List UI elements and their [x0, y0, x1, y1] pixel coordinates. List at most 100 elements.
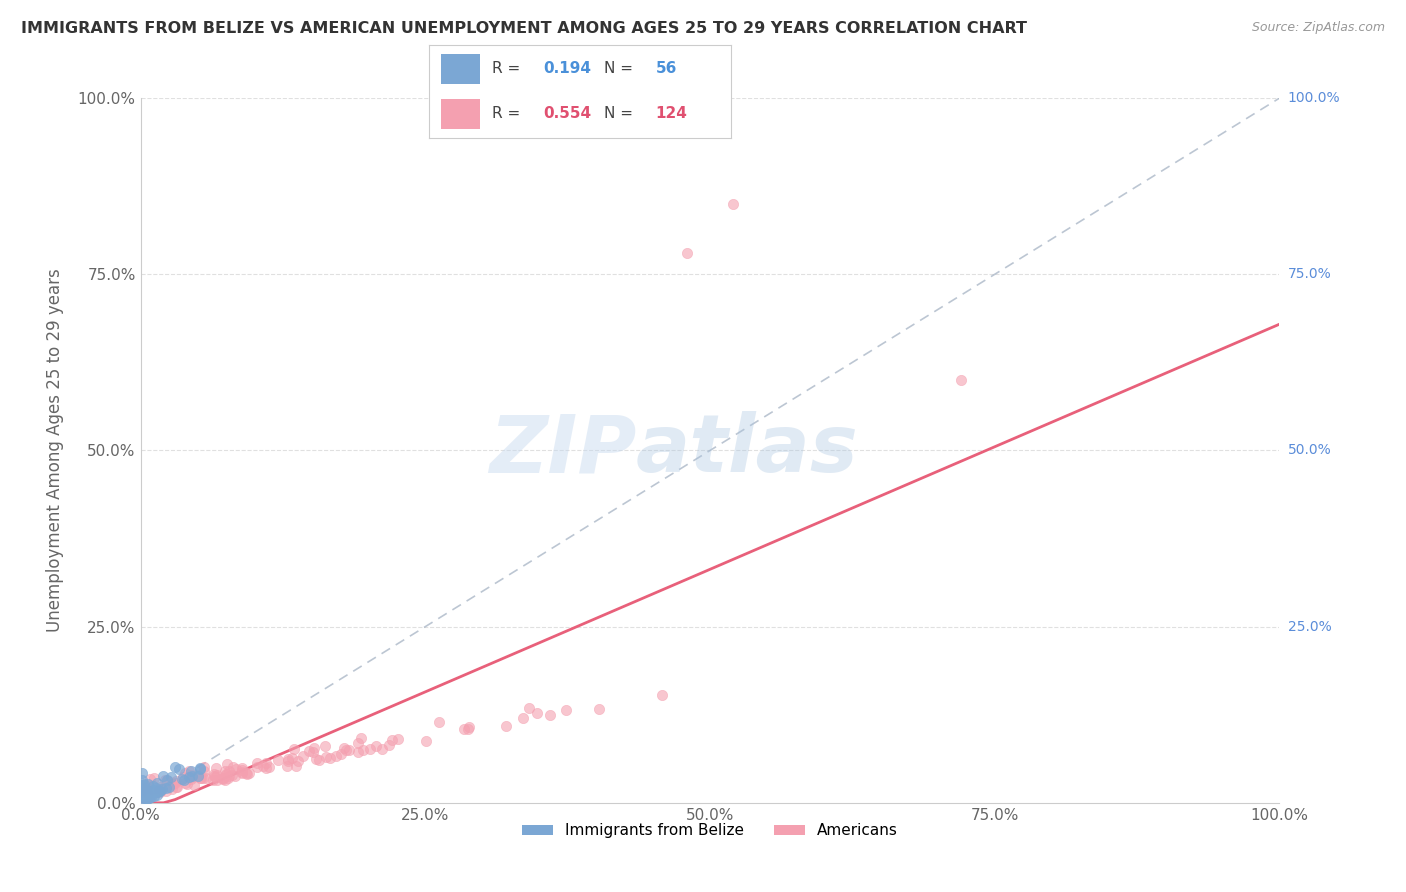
Americans — [495, 719, 517, 733]
Immigrants from Belize — [134, 790, 156, 805]
Immigrants from Belize — [143, 789, 166, 803]
Americans — [132, 781, 155, 796]
Immigrants from Belize — [157, 780, 180, 794]
Americans — [190, 771, 212, 785]
Americans — [166, 780, 188, 795]
Americans — [202, 769, 225, 783]
Americans — [238, 765, 260, 780]
Americans — [721, 197, 744, 211]
Americans — [257, 759, 280, 773]
Americans — [139, 772, 162, 787]
Americans — [359, 741, 381, 756]
Americans — [149, 785, 172, 799]
Americans — [231, 765, 253, 780]
Immigrants from Belize — [180, 764, 202, 778]
Americans — [949, 373, 972, 387]
Text: N =: N = — [605, 62, 633, 77]
Immigrants from Belize — [138, 777, 160, 791]
Immigrants from Belize — [173, 773, 195, 788]
Americans — [280, 751, 302, 765]
Americans — [517, 700, 540, 714]
Americans — [347, 746, 370, 760]
Americans — [231, 765, 253, 780]
Text: N =: N = — [605, 106, 633, 121]
Americans — [193, 764, 215, 778]
Americans — [218, 764, 240, 778]
Bar — [441, 54, 481, 84]
Immigrants from Belize — [145, 785, 167, 799]
Immigrants from Belize — [131, 765, 153, 780]
Americans — [215, 757, 238, 772]
Americans — [205, 768, 228, 782]
Americans — [285, 759, 308, 773]
Americans — [246, 760, 269, 774]
Americans — [188, 771, 211, 785]
Americans — [183, 778, 205, 792]
Immigrants from Belize — [142, 784, 165, 798]
Americans — [149, 782, 172, 797]
Americans — [173, 776, 195, 790]
Immigrants from Belize — [145, 788, 167, 802]
Americans — [222, 760, 245, 774]
Immigrants from Belize — [132, 789, 155, 804]
Immigrants from Belize — [139, 787, 162, 801]
Americans — [217, 771, 239, 785]
Americans — [315, 749, 337, 764]
Americans — [427, 715, 450, 730]
Americans — [180, 768, 202, 782]
Immigrants from Belize — [132, 782, 155, 797]
Americans — [162, 777, 184, 791]
Immigrants from Belize — [142, 779, 165, 793]
Americans — [180, 772, 202, 787]
Americans — [333, 740, 356, 755]
Immigrants from Belize — [149, 784, 172, 798]
Immigrants from Belize — [152, 769, 174, 783]
Americans — [131, 784, 153, 798]
Americans — [149, 780, 172, 795]
Americans — [231, 764, 253, 778]
Immigrants from Belize — [163, 760, 186, 774]
Americans — [387, 732, 409, 747]
Americans — [329, 747, 352, 761]
Americans — [150, 781, 173, 796]
Immigrants from Belize — [142, 783, 165, 797]
Americans — [350, 731, 373, 745]
Americans — [347, 735, 370, 749]
Americans — [214, 764, 236, 778]
Americans — [325, 749, 347, 764]
Text: 124: 124 — [655, 106, 688, 121]
Americans — [370, 741, 392, 756]
Americans — [305, 752, 328, 766]
Immigrants from Belize — [141, 785, 163, 799]
Americans — [651, 688, 673, 702]
Americans — [235, 766, 257, 780]
Americans — [155, 772, 177, 787]
Immigrants from Belize — [131, 778, 153, 792]
Text: 25.0%: 25.0% — [1288, 620, 1331, 633]
Text: Source: ZipAtlas.com: Source: ZipAtlas.com — [1251, 21, 1385, 34]
Americans — [378, 738, 401, 752]
Americans — [202, 773, 225, 788]
Americans — [302, 740, 325, 755]
Americans — [276, 758, 298, 772]
Americans — [165, 773, 187, 788]
Immigrants from Belize — [188, 761, 211, 775]
Americans — [155, 783, 177, 797]
Immigrants from Belize — [170, 772, 193, 786]
Americans — [205, 772, 228, 787]
Text: atlas: atlas — [636, 411, 859, 490]
Americans — [202, 767, 225, 781]
Immigrants from Belize — [135, 789, 157, 804]
Text: 0.194: 0.194 — [544, 62, 592, 77]
Americans — [319, 751, 342, 765]
Americans — [148, 783, 170, 797]
Americans — [195, 771, 218, 785]
Americans — [139, 784, 162, 798]
Immigrants from Belize — [138, 790, 160, 805]
Americans — [218, 769, 240, 783]
Americans — [136, 778, 159, 792]
Americans — [302, 745, 325, 759]
Americans — [156, 774, 179, 789]
Americans — [676, 246, 699, 260]
Immigrants from Belize — [132, 777, 155, 791]
